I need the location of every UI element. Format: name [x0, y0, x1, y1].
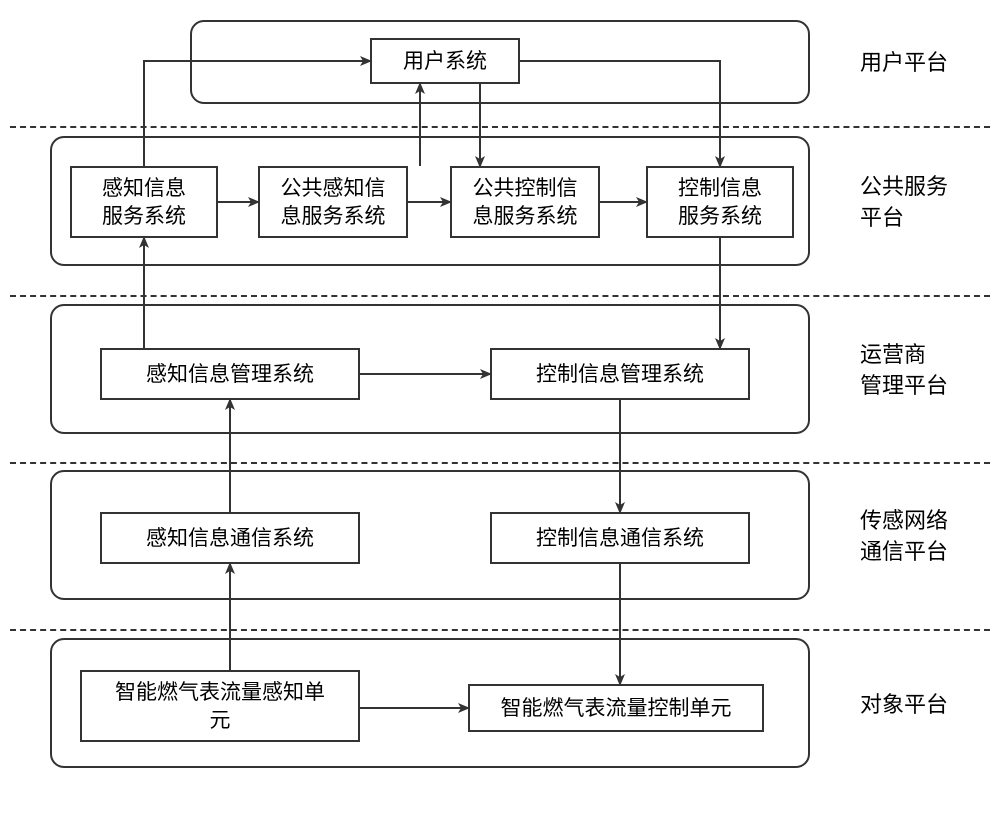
box-perception-info-mgmt-system: 感知信息管理系统 — [100, 348, 360, 400]
label-user-platform: 用户平台 — [860, 48, 948, 79]
platform-separator-4 — [10, 629, 990, 631]
box-user-system: 用户系统 — [370, 38, 520, 84]
label-operator-management-platform: 运营商管理平台 — [860, 340, 948, 402]
box-public-control-info-service-system: 公共控制信息服务系统 — [450, 166, 600, 238]
box-control-info-mgmt-system: 控制信息管理系统 — [490, 348, 750, 400]
box-smart-gas-meter-flow-ctrl-unit: 智能燃气表流量控制单元 — [468, 684, 764, 732]
box-control-info-comm-system: 控制信息通信系统 — [490, 512, 750, 564]
platform-separator-1 — [10, 126, 990, 128]
label-object-platform: 对象平台 — [860, 690, 948, 721]
platform-separator-3 — [10, 462, 990, 464]
box-control-info-service-system: 控制信息服务系统 — [646, 166, 794, 238]
box-public-perception-info-service-system: 公共感知信息服务系统 — [258, 166, 408, 238]
box-smart-gas-meter-flow-sense-unit: 智能燃气表流量感知单元 — [80, 670, 360, 742]
label-public-service-platform: 公共服务平台 — [860, 172, 948, 234]
diagram-canvas: 用户系统 感知信息服务系统 公共感知信息服务系统 公共控制信息服务系统 控制信息… — [0, 0, 1000, 822]
platform-separator-2 — [10, 295, 990, 297]
box-perception-info-service-system: 感知信息服务系统 — [70, 166, 218, 238]
box-perception-info-comm-system: 感知信息通信系统 — [100, 512, 360, 564]
label-sensor-network-comm-platform: 传感网络通信平台 — [860, 506, 948, 568]
